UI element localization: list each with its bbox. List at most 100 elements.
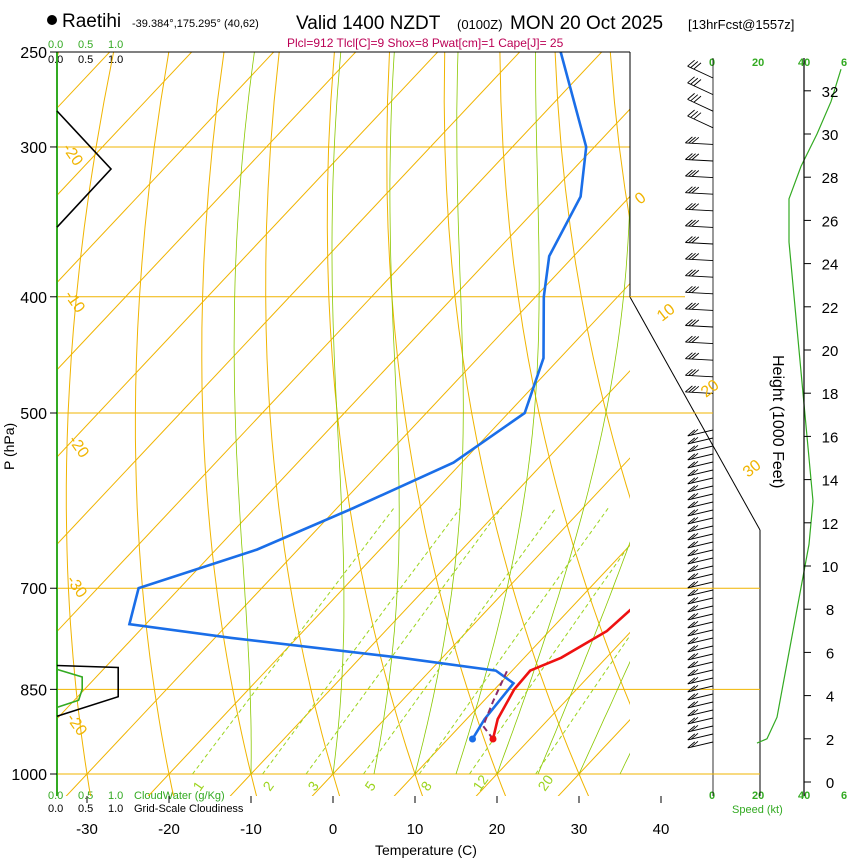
wind-barb-flag bbox=[691, 336, 700, 343]
wind-barb bbox=[687, 65, 714, 79]
isotherm-line bbox=[637, 0, 850, 799]
isotherm-label: -30 bbox=[63, 573, 90, 602]
wind-barb-flag bbox=[685, 219, 693, 227]
wind-barb bbox=[685, 242, 714, 245]
height-tick-label: 2 bbox=[826, 732, 834, 749]
height-tick-label: 22 bbox=[822, 300, 839, 317]
temperature-tick-label: 20 bbox=[489, 821, 506, 838]
pressure-tick-label: 850 bbox=[20, 682, 47, 699]
wind-barb-flag bbox=[690, 708, 699, 716]
wind-barb-flag bbox=[687, 677, 696, 685]
height-tick-label: 24 bbox=[822, 257, 839, 274]
wind-barb-flag bbox=[690, 476, 699, 484]
wind-barb-flag bbox=[691, 385, 700, 393]
cloudwater-tick: 1.0 bbox=[108, 790, 123, 802]
wind-barb-flag bbox=[687, 621, 696, 629]
isotherm-label: 10 bbox=[654, 301, 679, 325]
height-tick-label: 10 bbox=[822, 559, 839, 576]
wind-barb bbox=[685, 358, 714, 361]
wind-barb-flag bbox=[690, 500, 699, 508]
wind-barb-flag bbox=[687, 469, 696, 477]
wind-barb-flag bbox=[690, 620, 699, 628]
wind-barb bbox=[685, 275, 714, 278]
dry-adiabat-line bbox=[265, 52, 341, 796]
wind-barb bbox=[687, 82, 714, 96]
wind-barb-flag bbox=[687, 509, 696, 517]
wind-barb-flag bbox=[690, 460, 699, 468]
wind-barb-flag bbox=[685, 236, 693, 243]
wind-barb-flag bbox=[685, 285, 693, 293]
utc-time: (0100Z) bbox=[457, 17, 503, 32]
mixing-ratio-label: 2 bbox=[259, 778, 277, 794]
mixing-ratio-line bbox=[262, 507, 461, 775]
wind-barb-flag bbox=[690, 556, 699, 564]
wind-barb bbox=[685, 341, 714, 345]
wind-barb-flag bbox=[688, 219, 696, 227]
isotherm-line bbox=[57, 52, 603, 633]
cloudiness-tick: 1.0 bbox=[108, 803, 123, 815]
wind-barb bbox=[685, 325, 714, 328]
dry-adiabat-line bbox=[326, 52, 424, 796]
valid-time: Valid 1400 NZDT bbox=[296, 13, 441, 34]
speed-tick: 0 bbox=[709, 790, 715, 802]
wind-barb-flag bbox=[685, 352, 693, 360]
wind-barb-flag bbox=[690, 660, 699, 668]
wind-barb-flag bbox=[691, 170, 700, 177]
dry-adiabat-line bbox=[609, 52, 630, 225]
pressure-tick-label: 250 bbox=[20, 45, 47, 62]
wind-barb-flag bbox=[690, 548, 699, 556]
wind-barb-flag bbox=[690, 612, 699, 620]
wind-barb bbox=[687, 115, 714, 129]
mixing-ratio-line bbox=[192, 507, 395, 775]
wind-barb-flag bbox=[687, 59, 695, 67]
wind-barb-flag bbox=[690, 532, 699, 540]
valid-date: MON 20 Oct 2025 bbox=[510, 13, 663, 34]
dry-adiabat-line bbox=[554, 52, 630, 500]
mixing-ratio-label: 12 bbox=[469, 772, 491, 794]
temperature-tick-label: -10 bbox=[240, 821, 262, 838]
wind-barb bbox=[685, 258, 714, 262]
temperature-line bbox=[491, 608, 630, 740]
isotherm-label: 0 bbox=[632, 189, 650, 208]
wind-barb-flag bbox=[691, 352, 700, 360]
wind-barb-flag bbox=[687, 93, 695, 100]
wind-barb-flag bbox=[687, 549, 696, 557]
wind-barb-flag bbox=[688, 302, 696, 310]
isotherm-line bbox=[65, 195, 630, 796]
wind-barb-flag bbox=[685, 153, 693, 160]
moist-adiabat-line bbox=[537, 541, 630, 775]
mixing-ratio-line bbox=[363, 507, 557, 775]
wind-barb-flag bbox=[691, 302, 700, 310]
wind-barb bbox=[685, 175, 714, 179]
isotherm-line bbox=[475, 631, 630, 796]
x-axis-title: Temperature (C) bbox=[375, 842, 477, 858]
pressure-tick-label: 300 bbox=[20, 140, 47, 157]
temperature-tick-label: 0 bbox=[329, 821, 337, 838]
wind-barb-flag bbox=[690, 668, 699, 676]
cloudwater-tick: 0.5 bbox=[78, 39, 93, 51]
cloudiness-tick: 0.0 bbox=[48, 54, 63, 66]
mixing-ratio-line bbox=[418, 507, 609, 775]
wind-barb-flag bbox=[690, 540, 699, 548]
wind-barb-flag bbox=[691, 219, 700, 227]
wind-barb-flag bbox=[687, 533, 696, 541]
height-tick-label: 30 bbox=[822, 127, 839, 144]
wind-barb-flag bbox=[687, 437, 696, 445]
cloud-scale-bottom: 0.0 0.5 1.0 CloudWater (g/Kg) 0.0 0.5 1.… bbox=[48, 790, 244, 815]
diagram-grid bbox=[57, 0, 850, 799]
cloud-scale-top: 0.0 0.5 1.0 0.0 0.5 1.0 bbox=[48, 39, 123, 66]
wind-barb-flag bbox=[691, 319, 700, 327]
wind-panel bbox=[629, 52, 761, 796]
cloudiness-tick: 1.0 bbox=[108, 54, 123, 66]
height-tick-label: 6 bbox=[826, 645, 834, 662]
cloud-profiles bbox=[56, 52, 842, 796]
wind-barb-flag bbox=[690, 596, 699, 604]
wind-barb-flag bbox=[685, 169, 693, 177]
speed-tick: 6 bbox=[841, 57, 847, 69]
surface-dewpoint-point bbox=[469, 735, 477, 743]
wind-barb-flag bbox=[690, 110, 699, 118]
mixing-labels: 1 2 3 5 8 12 20 bbox=[189, 772, 556, 794]
wind-barb-flag bbox=[687, 445, 696, 453]
wind-barb-flag bbox=[685, 385, 693, 393]
